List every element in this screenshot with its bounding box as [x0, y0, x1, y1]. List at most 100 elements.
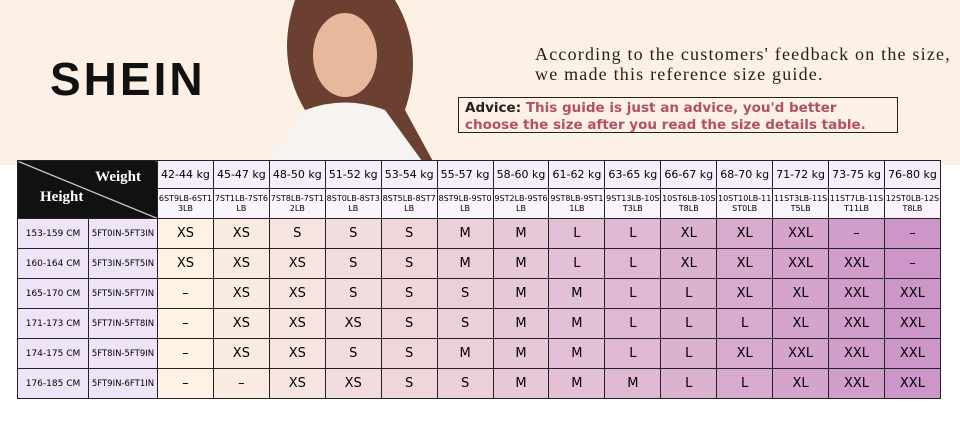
weight-label: Weight [95, 169, 141, 185]
size-cell: XL [716, 248, 774, 279]
size-cell: S [324, 218, 382, 249]
weight-lb: 7ST1LB-7ST6LB [212, 188, 270, 219]
size-cell: XXL [883, 368, 941, 399]
size-cell: XL [772, 368, 830, 399]
height-cm: 171-173 CM [17, 308, 89, 339]
weight-kg: 76-80 kg [883, 160, 941, 189]
size-cell: XS [268, 248, 326, 279]
size-cell: S [324, 338, 382, 369]
size-cell: – [883, 218, 941, 249]
size-cell: L [604, 248, 662, 279]
corner: Weight Height [17, 160, 158, 219]
banner: SHEIN According to the customers' feedba… [0, 0, 960, 165]
weight-kg: 45-47 kg [212, 160, 270, 189]
size-cell: XXL [772, 218, 830, 249]
size-cell: L [604, 278, 662, 309]
size-cell: XXL [883, 338, 941, 369]
size-cell: M [492, 248, 550, 279]
header-row: 6ST9LB-6ST13LB 7ST1LB-7ST6LB 7ST8LB-7ST12L… [18, 188, 941, 219]
height-cm: 160-164 CM [17, 248, 89, 279]
size-cell: L [604, 308, 662, 339]
size-cell: XS [268, 308, 326, 339]
size-cell: XXL [883, 278, 941, 309]
size-cell: XL [772, 278, 830, 309]
weight-kg: 68-70 kg [716, 160, 774, 189]
size-cell: L [660, 308, 718, 339]
size-cell: M [436, 338, 494, 369]
size-cell: XXL [828, 368, 885, 399]
size-cell: XS [212, 218, 270, 249]
size-cell: XL [716, 338, 774, 369]
size-cell: M [548, 278, 606, 309]
advice-text: This guide is just an advice, you'd bett… [465, 100, 866, 133]
weight-kg: 73-75 kg [828, 160, 885, 189]
weight-lb: 8ST9LB-9ST0LB [436, 188, 494, 219]
weight-kg: 63-65 kg [604, 160, 662, 189]
advice: Advice: This guide is just an advice, yo… [458, 97, 898, 133]
size-cell: S [380, 248, 438, 279]
weight-kg: 61-62 kg [548, 160, 606, 189]
size-cell: XS [212, 278, 270, 309]
weight-kg: 42-44 kg [157, 160, 214, 189]
weight-kg: 71-72 kg [772, 160, 830, 189]
weight-lb: 9ST8LB-9ST11LB [548, 188, 606, 219]
height-cm: 176-185 CM [17, 368, 89, 399]
size-cell: M [548, 368, 606, 399]
size-cell: L [660, 338, 718, 369]
weight-kg: 48-50 kg [268, 160, 326, 189]
size-cell: XXL [828, 278, 885, 309]
size-cell: XXL [883, 308, 941, 339]
weight-lb: 11ST3LB-11ST5LB [772, 188, 830, 219]
size-cell: XL [716, 218, 774, 249]
height-cm: 174-175 CM [17, 338, 89, 369]
height-ft: 5FT3IN-5FT5IN [88, 248, 158, 279]
size-cell: L [716, 368, 774, 399]
weight-lb: 9ST2LB-9ST6LB [492, 188, 550, 219]
weight-lb: 6ST9LB-6ST13LB [157, 188, 214, 219]
size-cell: S [324, 248, 382, 279]
size-cell: S [380, 308, 438, 339]
size-cell: M [492, 368, 550, 399]
height-label: Height [40, 189, 84, 205]
weight-lb: 11ST7LB-11ST11LB [828, 188, 885, 219]
size-cell: M [492, 278, 550, 309]
size-cell: L [604, 338, 662, 369]
size-cell: XS [268, 278, 326, 309]
size-cell: – [157, 308, 214, 339]
advice-label: Advice: [465, 100, 522, 116]
size-cell: L [548, 218, 606, 249]
size-cell: XS [212, 248, 270, 279]
weight-lb: 8ST0LB-8ST3LB [324, 188, 382, 219]
size-cell: XXL [828, 338, 885, 369]
height-ft: 5FT7IN-5FT8IN [88, 308, 158, 339]
size-cell: S [436, 368, 494, 399]
weight-kg: 55-57 kg [436, 160, 494, 189]
size-row: 160-164 CM 5FT3IN-5FT5IN XS XS XS S S M M L L XL XL X… [17, 248, 941, 279]
weight-kg: 51-52 kg [324, 160, 382, 189]
weight-lb: 10ST6LB-10ST8LB [660, 188, 718, 219]
height-cm: 165-170 CM [17, 278, 89, 309]
size-cell: XL [716, 278, 774, 309]
size-cell: M [492, 218, 550, 249]
size-cell: S [436, 308, 494, 339]
weight-kg: 53-54 kg [380, 160, 438, 189]
weight-lb: 8ST5LB-8ST7LB [380, 188, 438, 219]
header-row: Weight Height 42-44 kg 45-47 kg 48-50 kg 51-5… [17, 160, 941, 219]
size-cell: XS [212, 308, 270, 339]
size-cell: L [604, 218, 662, 249]
size-cell: S [380, 278, 438, 309]
size-cell: XXL [772, 338, 830, 369]
size-cell: S [268, 218, 326, 249]
size-cell: L [660, 368, 718, 399]
size-cell: S [380, 218, 438, 249]
size-cell: M [548, 338, 606, 369]
size-cell: – [212, 368, 270, 399]
size-cell: XS [268, 368, 326, 399]
size-row: 171-173 CM 5FT7IN-5FT8IN – XS XS XS S S M M L L L XL X… [17, 308, 941, 339]
size-cell: M [604, 368, 662, 399]
weight-lb: 9ST13LB-10ST3LB [604, 188, 662, 219]
size-cell: M [492, 338, 550, 369]
size-cell: XXL [828, 308, 885, 339]
size-cell: L [660, 278, 718, 309]
